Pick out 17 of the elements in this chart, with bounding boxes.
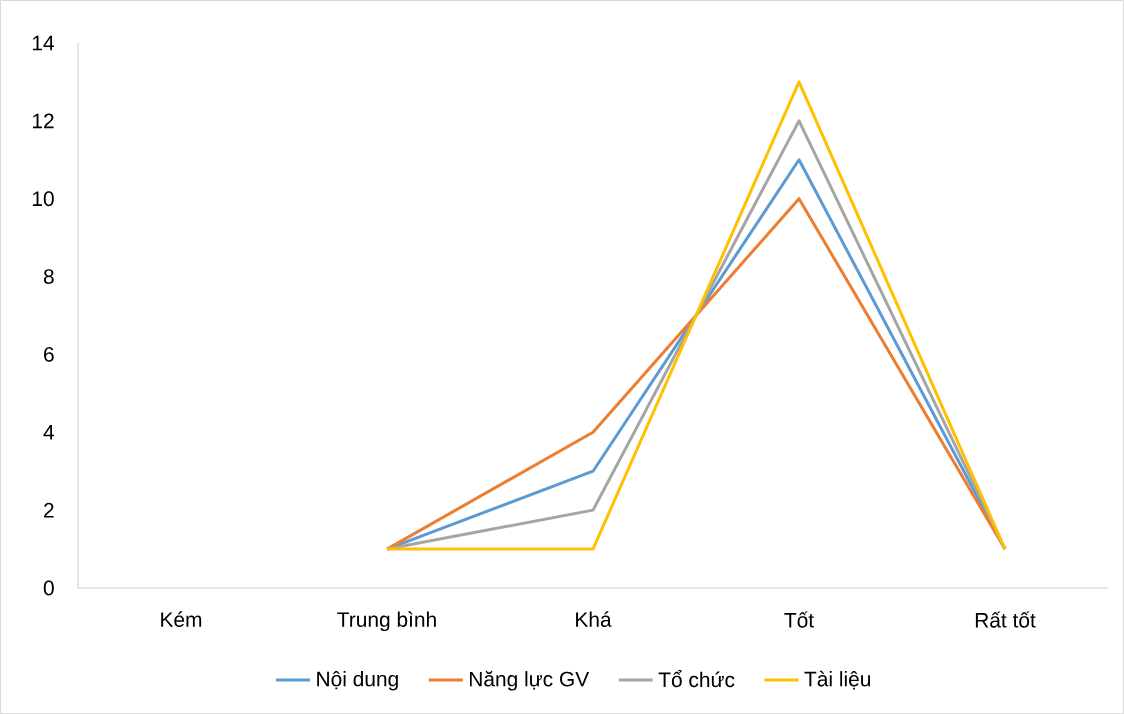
y-tick-label: 2 [44,502,54,518]
y-tick-label: 12 [32,113,54,129]
y-tick-label: 6 [44,347,54,362]
y-tick-label: 4 [43,425,54,440]
legend-label: Năng lực GV [469,670,590,691]
x-tick-label: Trung bình [337,611,436,632]
legend-label: Tổ chức [658,670,735,688]
x-tick-label: Kém [161,611,202,627]
y-tick-label: 10 [32,191,54,207]
x-tick-label: Tốt [784,611,814,628]
x-tick-label: Khá [576,611,612,627]
x-tick-label: Rất tốt [975,611,1036,628]
legend-label: Tài liệu [804,670,871,690]
y-tick-label: 14 [32,35,54,51]
legend-label: Nội dung [317,670,398,691]
y-tick-label: 0 [43,580,54,596]
y-tick-label: 8 [43,269,54,284]
